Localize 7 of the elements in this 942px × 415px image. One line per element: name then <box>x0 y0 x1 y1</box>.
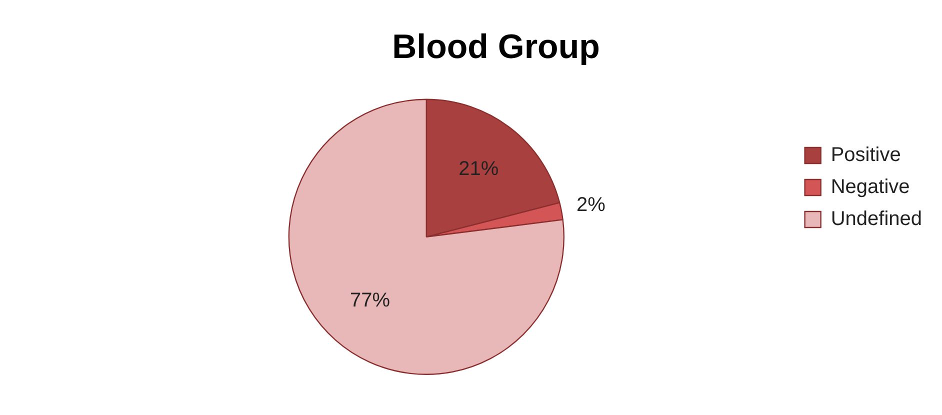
legend-label: Undefined <box>830 208 922 230</box>
chart-title: Blood Group <box>392 28 600 66</box>
data-label: 2% <box>576 194 606 216</box>
legend-label: Negative <box>830 176 910 198</box>
data-label: 21% <box>458 158 499 180</box>
data-label: 77% <box>350 289 390 312</box>
legend-label: Positive <box>830 144 901 166</box>
